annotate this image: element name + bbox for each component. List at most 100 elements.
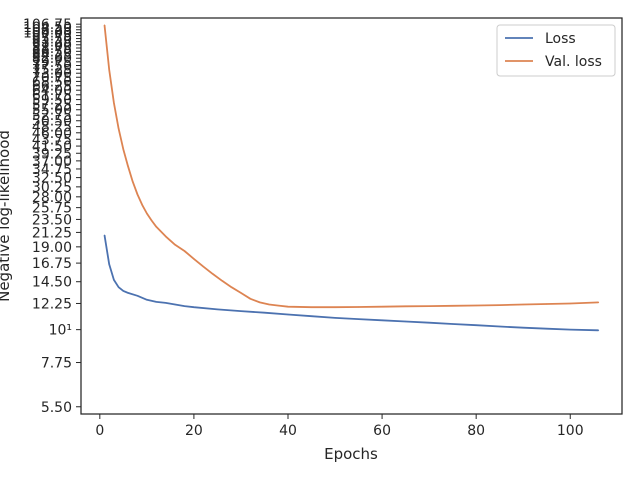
y-tick-label: 7.75 xyxy=(41,356,72,372)
data-point xyxy=(263,312,266,314)
y-tick-label: 32.50 xyxy=(32,171,72,187)
data-point xyxy=(428,305,430,307)
data-point xyxy=(278,305,280,307)
data-point xyxy=(428,322,430,324)
data-point xyxy=(452,323,454,325)
y-tick-label: 39.25 xyxy=(32,146,72,162)
y-tick-label: 106.75 xyxy=(23,17,72,33)
data-point xyxy=(334,306,336,308)
data-point xyxy=(193,258,195,260)
x-tick-label: 60 xyxy=(373,423,391,439)
data-point xyxy=(108,69,110,71)
y-tick-label: 75.25 xyxy=(32,62,72,78)
data-point xyxy=(310,315,313,317)
y-tick-label: 46.00 xyxy=(32,126,72,142)
y-tick-label: 91.00 xyxy=(32,38,72,54)
data-point xyxy=(310,306,313,308)
y-tick-label: 14.50 xyxy=(32,275,72,291)
data-point xyxy=(155,301,157,303)
y-tick-label: 12.25 xyxy=(32,296,72,312)
data-point xyxy=(202,266,204,268)
data-point xyxy=(358,318,360,320)
data-point xyxy=(475,304,477,307)
y-tick-label: 37.00 xyxy=(32,154,72,170)
data-point xyxy=(146,299,148,301)
data-point xyxy=(113,102,115,104)
data-point xyxy=(522,327,524,329)
x-ticks: 0 20 40 60 80 100 xyxy=(95,414,584,439)
data-point xyxy=(122,148,124,150)
y-tick-label: 30.25 xyxy=(32,180,72,196)
data-point xyxy=(240,310,242,312)
y-tick-label: 68.50 xyxy=(32,74,72,90)
x-tick-label: 0 xyxy=(95,423,104,439)
data-point xyxy=(452,305,454,307)
data-point xyxy=(103,24,106,26)
legend-label-val-loss: Val. loss xyxy=(545,54,602,70)
y-tick-label: 97.75 xyxy=(32,29,72,45)
y-tick-label: 50.50 xyxy=(32,114,72,130)
data-point xyxy=(221,280,223,282)
y-tick-label: 16.75 xyxy=(32,256,72,272)
y-tick-label: 23.50 xyxy=(32,212,72,228)
data-point xyxy=(165,235,167,237)
series-layer xyxy=(103,24,600,332)
data-point xyxy=(132,181,134,183)
data-point xyxy=(475,324,477,326)
y-tick-label: 104.50 xyxy=(23,20,72,36)
x-tick-label: 40 xyxy=(279,423,297,439)
x-tick-label: 80 xyxy=(467,423,485,439)
data-point xyxy=(183,305,186,307)
data-point xyxy=(183,250,186,252)
y-tick-label: 95.50 xyxy=(32,32,72,48)
data-point xyxy=(127,292,129,294)
data-point xyxy=(136,295,139,297)
data-point xyxy=(212,273,214,275)
data-point xyxy=(118,128,120,130)
data-point xyxy=(381,306,383,308)
y-tick-label: 77.50 xyxy=(32,58,72,74)
y-ticks: 5.50 7.75 10¹ 12.25 14.50 16.7519.0021.2523.5… xyxy=(23,17,81,416)
x-axis-label: Epochs xyxy=(324,445,378,463)
y-tick-label: 64.00 xyxy=(32,83,72,99)
data-point xyxy=(522,303,524,306)
data-point xyxy=(240,292,242,294)
data-point xyxy=(569,302,571,305)
data-point xyxy=(113,279,115,281)
y-tick-label: 61.75 xyxy=(32,88,72,104)
y-tick-label: 41.50 xyxy=(32,139,72,155)
y-tick-label: 55.00 xyxy=(32,103,72,119)
y-tick-label: 100.00 xyxy=(23,26,72,42)
data-point xyxy=(174,303,176,306)
data-point xyxy=(249,298,251,300)
data-point xyxy=(569,329,571,331)
data-point xyxy=(405,305,407,307)
y-tick-label: 10¹ xyxy=(49,323,72,339)
data-point xyxy=(381,319,383,321)
data-point xyxy=(165,302,167,304)
y-tick-label: 93.25 xyxy=(32,35,72,51)
data-point xyxy=(287,306,289,308)
plot-frame xyxy=(80,17,623,415)
legend: Loss Val. loss xyxy=(496,24,616,77)
y-tick-label: 84.25 xyxy=(32,48,72,64)
data-point xyxy=(230,286,233,288)
data-point xyxy=(174,244,176,246)
y-tick-label: 28.00 xyxy=(32,190,72,206)
data-point xyxy=(127,165,129,167)
y-tick-label: 48.25 xyxy=(32,120,72,136)
data-point xyxy=(108,263,110,265)
data-point xyxy=(103,234,106,236)
x-tick-label: 100 xyxy=(557,423,584,439)
data-point xyxy=(141,204,143,206)
y-axis-label: Negative log-likelihood xyxy=(0,130,13,302)
data-point xyxy=(216,308,218,310)
data-point xyxy=(405,320,407,323)
y-tick-label: 5.50 xyxy=(41,400,72,416)
y-tick-label: 86.50 xyxy=(32,44,72,60)
data-point xyxy=(259,301,261,303)
data-point xyxy=(268,303,270,306)
y-tick-label: 21.25 xyxy=(32,225,72,241)
data-point xyxy=(597,301,600,303)
